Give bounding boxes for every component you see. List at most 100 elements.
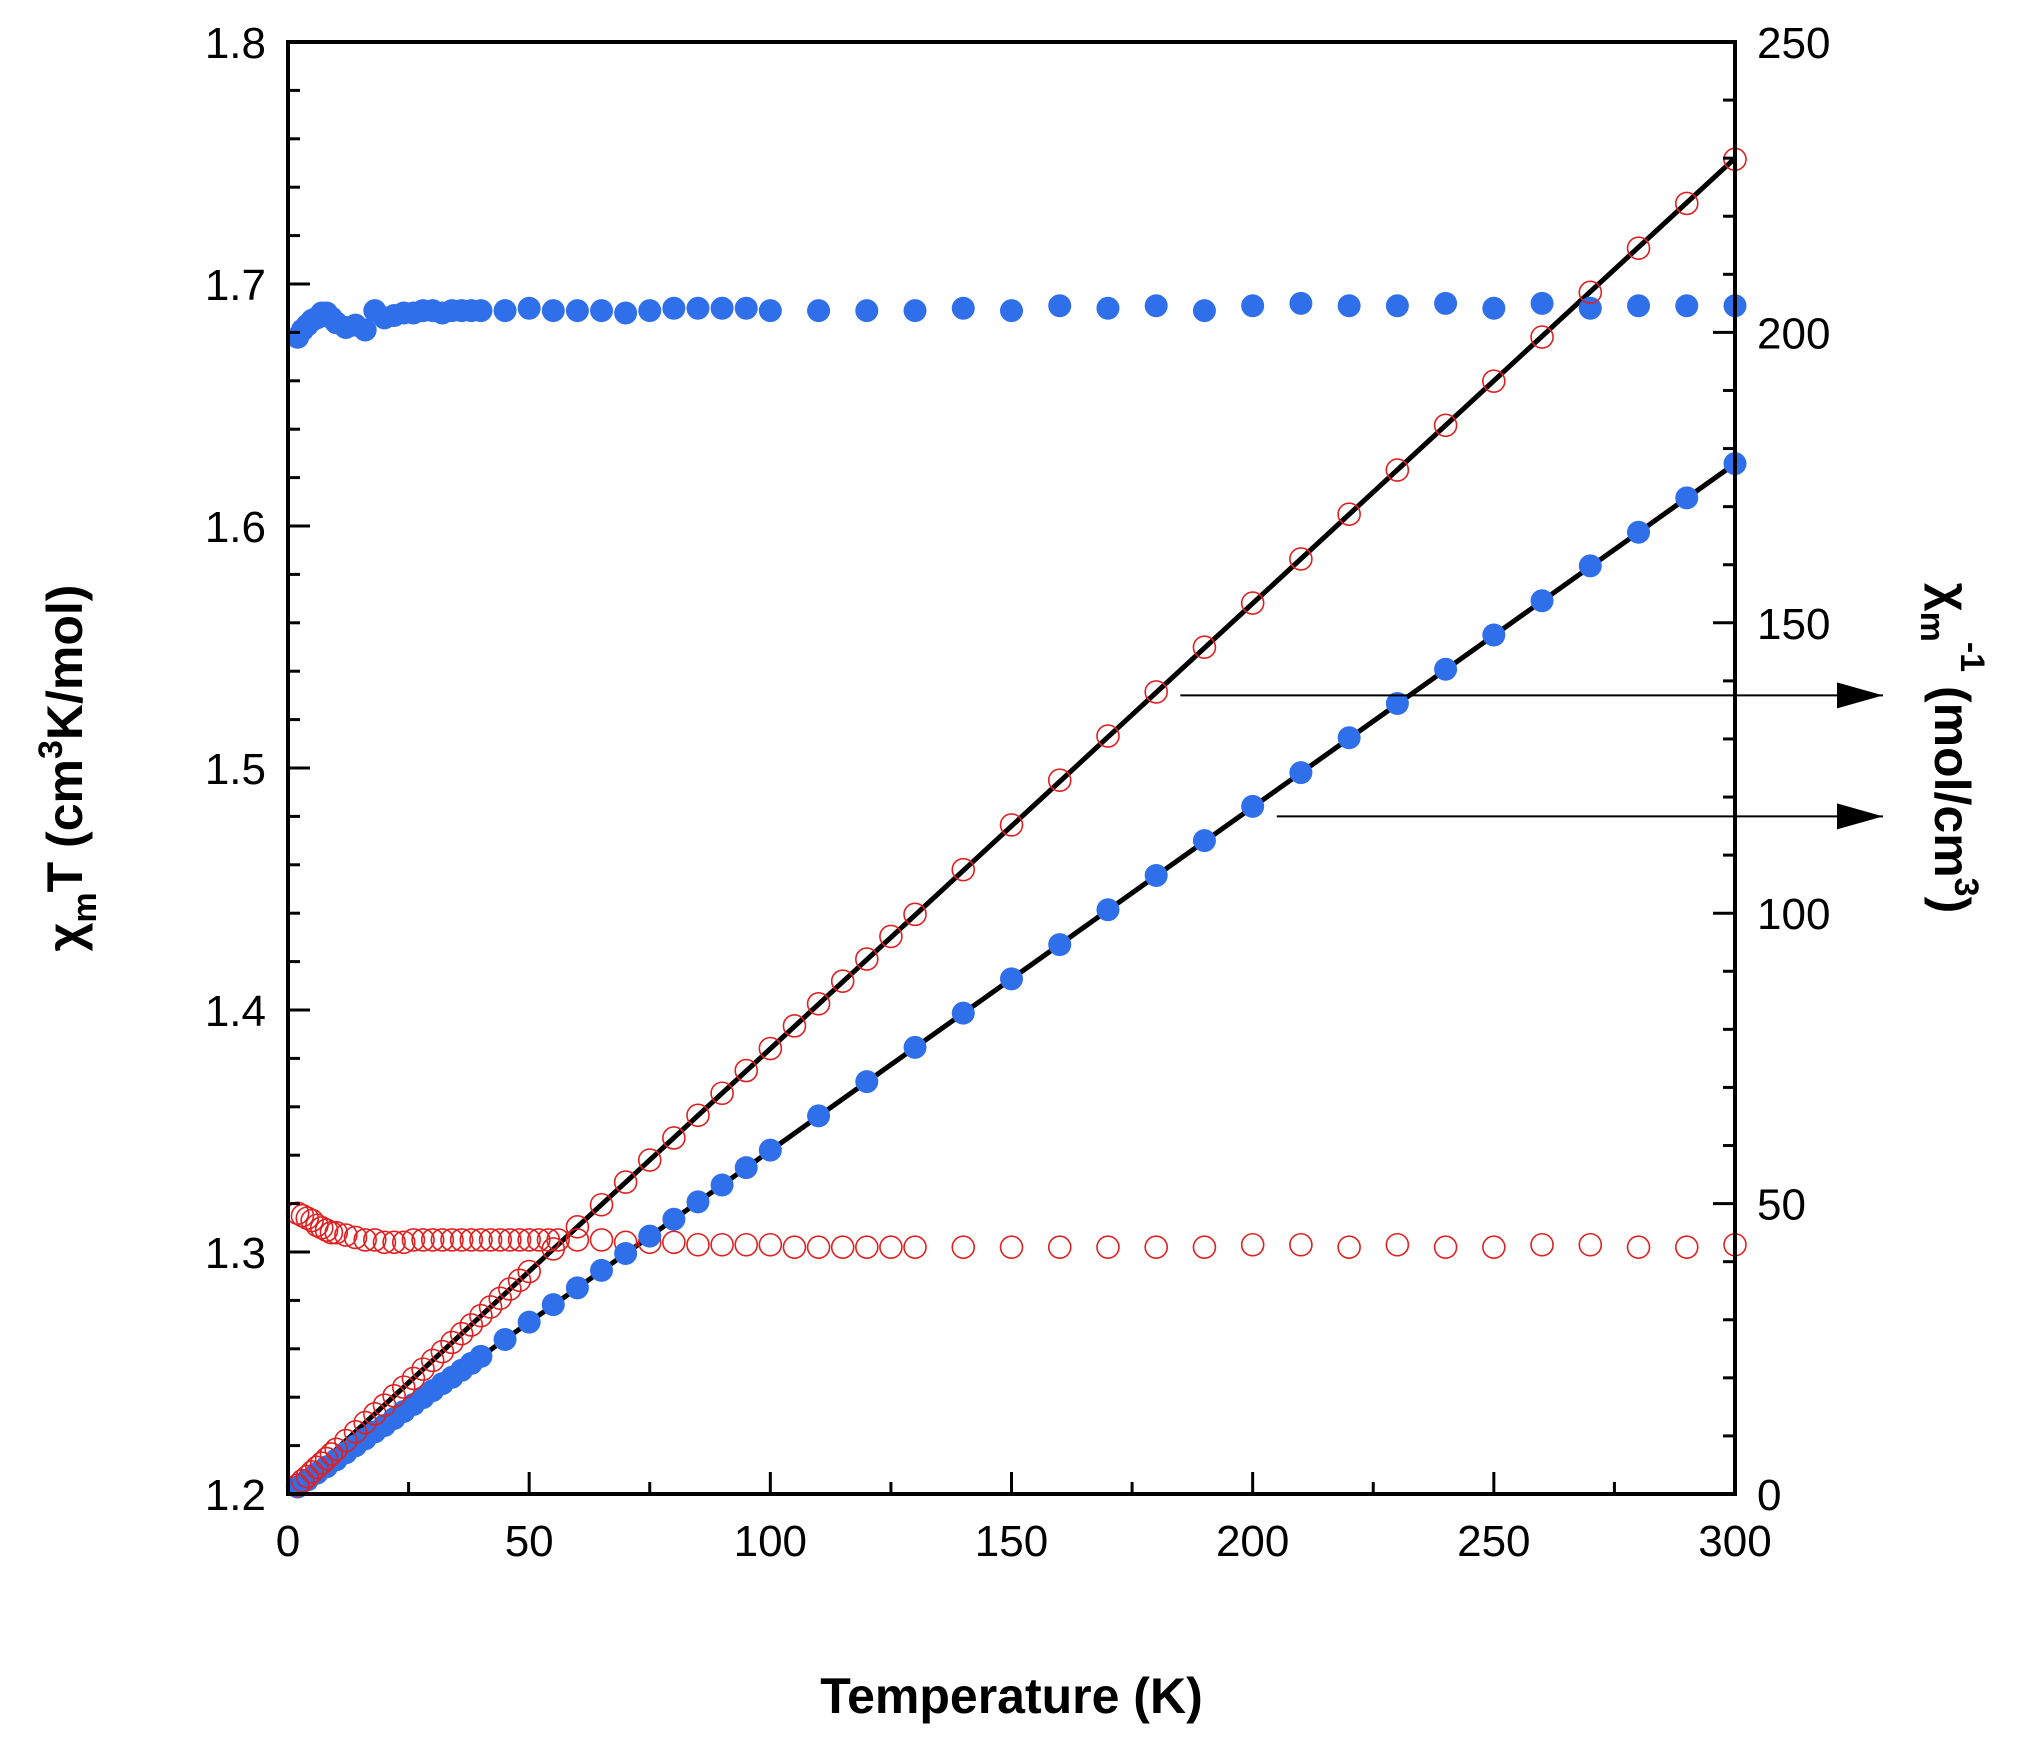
- x-tick-label: 50: [505, 1517, 554, 1566]
- data-point: [1530, 291, 1554, 315]
- data-point: [541, 1293, 565, 1317]
- data-point: [1434, 291, 1458, 315]
- data-point: [686, 1232, 710, 1257]
- y-right-tick-label: 0: [1757, 1471, 1781, 1520]
- data-point: [1144, 680, 1168, 704]
- data-point: [1000, 299, 1023, 323]
- data-point: [903, 1035, 927, 1059]
- data-point: [1385, 1232, 1410, 1257]
- data-point: [589, 1192, 614, 1217]
- data-point: [830, 969, 855, 993]
- y-left-tick-label: 1.2: [205, 1471, 266, 1520]
- data-point: [903, 902, 927, 927]
- data-point: [734, 1232, 759, 1257]
- data-point: [440, 1228, 464, 1252]
- y-axis-right-title: χm-1 (mol/cm3): [1913, 583, 1991, 913]
- data-point: [638, 1224, 662, 1248]
- data-point: [1096, 898, 1120, 922]
- data-point: [478, 1228, 503, 1252]
- data-point: [637, 1148, 662, 1172]
- data-point: [507, 1228, 532, 1252]
- data-point: [541, 299, 565, 323]
- series-chiT_blue: [286, 291, 1747, 349]
- data-point: [1192, 635, 1217, 659]
- data-point: [420, 1228, 445, 1252]
- data-point: [903, 1235, 927, 1259]
- data-point: [758, 299, 782, 323]
- data-point: [382, 1230, 406, 1255]
- data-point: [1385, 294, 1409, 318]
- data-point: [334, 1428, 358, 1453]
- data-point: [1047, 1235, 1072, 1259]
- data-point: [999, 813, 1024, 837]
- y-right-tick-label: 150: [1757, 600, 1830, 649]
- data-point: [305, 1455, 329, 1480]
- data-point: [1047, 768, 1072, 792]
- data-point: [710, 1173, 734, 1197]
- data-point: [469, 1228, 493, 1252]
- y-left-chi: χ: [37, 922, 93, 951]
- y-left-t: T: [37, 862, 93, 893]
- data-point: [590, 299, 614, 323]
- data-point: [854, 947, 879, 971]
- y-right-chi: χ: [1924, 583, 1980, 612]
- data-point: [686, 1190, 710, 1214]
- data-point: [951, 1001, 975, 1025]
- data-point: [324, 1220, 349, 1245]
- data-point: [517, 296, 541, 320]
- data-point: [319, 1442, 344, 1466]
- data-point: [565, 1276, 589, 1300]
- data-point: [879, 1235, 903, 1259]
- data-point: [758, 1138, 782, 1162]
- data-point: [372, 1230, 397, 1255]
- data-point: [459, 1228, 484, 1252]
- plot-marks: [285, 147, 1883, 1499]
- data-point: [1096, 296, 1120, 320]
- data-point: [507, 1268, 532, 1293]
- data-point: [1482, 296, 1506, 320]
- data-point: [1096, 1235, 1120, 1259]
- data-point: [478, 1295, 503, 1319]
- x-tick-label: 150: [975, 1517, 1048, 1566]
- data-point: [686, 296, 710, 320]
- data-point: [1385, 692, 1409, 716]
- data-point: [1675, 486, 1699, 510]
- data-point: [440, 1330, 464, 1355]
- data-point: [1144, 863, 1168, 887]
- data-point: [1434, 657, 1458, 681]
- data-point: [420, 1348, 445, 1373]
- axes: 0 50 100 150 200 250 300 1.2 1.3 1.4 1.5 1.6 1.7 1.8 0…: [205, 19, 1831, 1566]
- data-point: [517, 1228, 541, 1252]
- y-left-gap: [37, 848, 93, 862]
- x-tick-label: 100: [734, 1517, 807, 1566]
- data-point: [1578, 554, 1602, 578]
- data-point: [1289, 1232, 1313, 1257]
- data-point: [1337, 502, 1361, 526]
- data-point: [300, 1460, 324, 1484]
- data-point: [1385, 458, 1410, 482]
- data-point: [951, 1235, 976, 1259]
- y-right-tick-label: 50: [1757, 1181, 1806, 1230]
- data-point: [1627, 294, 1651, 318]
- data-point: [1144, 294, 1168, 318]
- data-point: [1289, 291, 1313, 315]
- data-point: [353, 1410, 377, 1435]
- data-point: [807, 299, 831, 323]
- data-point: [1337, 726, 1361, 750]
- y-left-tick-label: 1.6: [205, 503, 266, 552]
- data-point: [951, 857, 976, 882]
- data-point: [1241, 794, 1265, 818]
- data-point: [710, 296, 734, 320]
- data-point: [1578, 280, 1603, 305]
- y-axis-left-title: χmT (cm3K/mol): [32, 585, 104, 952]
- data-point: [782, 1235, 807, 1259]
- data-point: [459, 1313, 484, 1337]
- data-point: [343, 1420, 368, 1444]
- data-point: [1433, 413, 1458, 438]
- data-point: [343, 1225, 368, 1250]
- data-point: [565, 1228, 590, 1252]
- data-point: [734, 1156, 758, 1180]
- y-left-unit-close: K/mol): [37, 585, 93, 741]
- data-point: [1096, 724, 1120, 748]
